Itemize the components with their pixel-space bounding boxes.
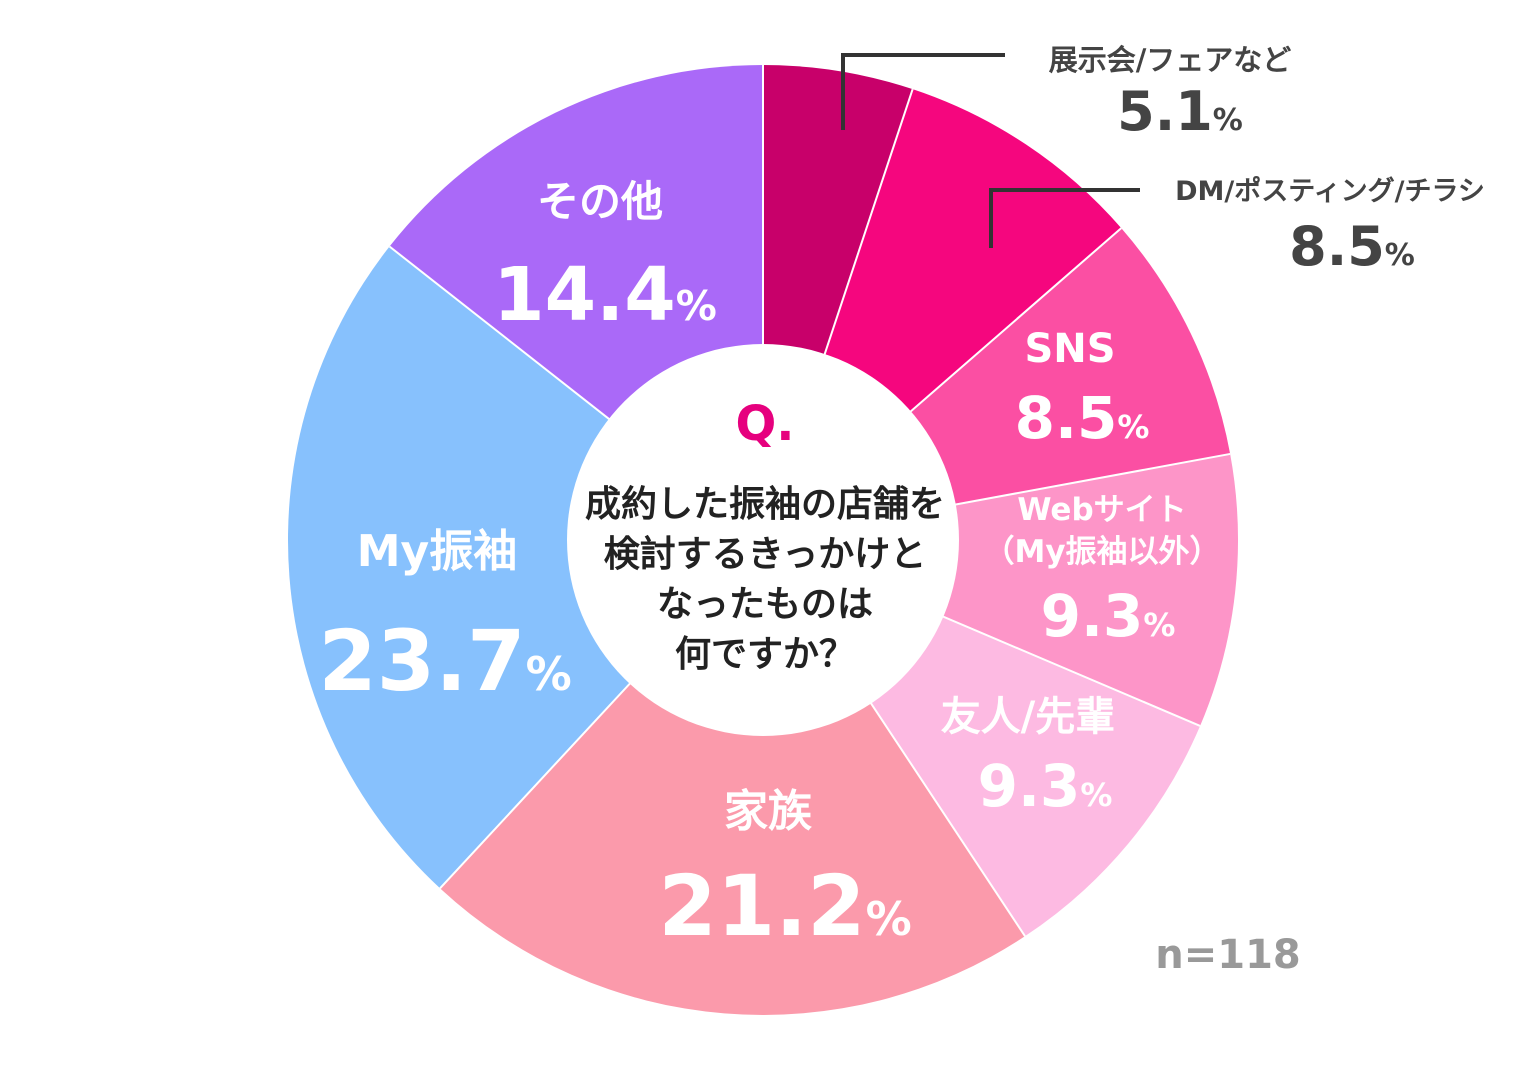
slice-4-label-line-1: Webサイト [1017, 492, 1186, 528]
slice-6-value: 21.2% [658, 857, 911, 955]
slice-5-value: 9.3% [978, 752, 1113, 820]
slice-1-percent-sign: % [1213, 103, 1243, 138]
slice-7-label: My振袖 [357, 526, 517, 577]
slice-4-percent-sign: % [1143, 606, 1175, 644]
sample-size: n=118 [1155, 932, 1301, 978]
slice-8-percent-sign: % [676, 282, 717, 330]
donut-hole [567, 344, 959, 736]
slice-7-wedge [288, 246, 763, 889]
slice-3-label: SNS [1024, 326, 1115, 372]
slice-6-wedge [440, 540, 1026, 1015]
slice-1-value: 5.1% [1117, 80, 1243, 143]
slice-1-value-number: 5.1 [1117, 80, 1213, 143]
slice-4-value-number: 9.3 [1041, 582, 1144, 650]
slice-3-value-number: 8.5 [1015, 384, 1118, 452]
slice-5-label: 友人/先輩 [941, 694, 1116, 740]
slice-8-value-number: 14.4 [493, 252, 676, 338]
slice-5-percent-sign: % [1080, 776, 1112, 814]
slice-7-value: 23.7% [318, 612, 571, 710]
slice-7-value-number: 23.7 [318, 612, 525, 710]
slice-6-value-number: 21.2 [658, 857, 865, 955]
slice-6-label: 家族 [724, 786, 812, 837]
question-line-3: なったものは [657, 584, 873, 625]
slice-2-value: 8.5% [1289, 215, 1415, 278]
slice-3-percent-sign: % [1117, 408, 1149, 446]
question-line-1: 成約した振袖の店舗を [585, 484, 945, 525]
question-line-4: 何ですか？ [675, 634, 855, 675]
slice-1-leader-line [841, 53, 1005, 130]
slice-7-percent-sign: % [526, 647, 572, 701]
slice-5-value-number: 9.3 [978, 752, 1081, 820]
slice-2-label: DM/ポスティング/チラシ [1175, 175, 1485, 207]
slice-4-label-line-2: （My振袖以外） [983, 534, 1220, 570]
slice-4-value: 9.3% [1041, 582, 1176, 650]
slice-2-leader-line [989, 188, 1140, 248]
slice-6-percent-sign: % [866, 892, 912, 946]
question-mark: Q. [735, 396, 794, 452]
slice-1-label: 展示会/フェアなど [1049, 43, 1292, 77]
slice-labels: 展示会/フェアなど5.1%DM/ポスティング/チラシ8.5%SNS8.5%Web… [318, 43, 1485, 955]
slice-8-label: その他 [537, 177, 663, 226]
slice-2-percent-sign: % [1385, 238, 1415, 273]
question-line-2: 検討するきっかけと [604, 534, 927, 575]
slice-3-value: 8.5% [1015, 384, 1150, 452]
slice-2-value-number: 8.5 [1289, 215, 1385, 278]
slice-8-value: 14.4% [493, 252, 717, 338]
